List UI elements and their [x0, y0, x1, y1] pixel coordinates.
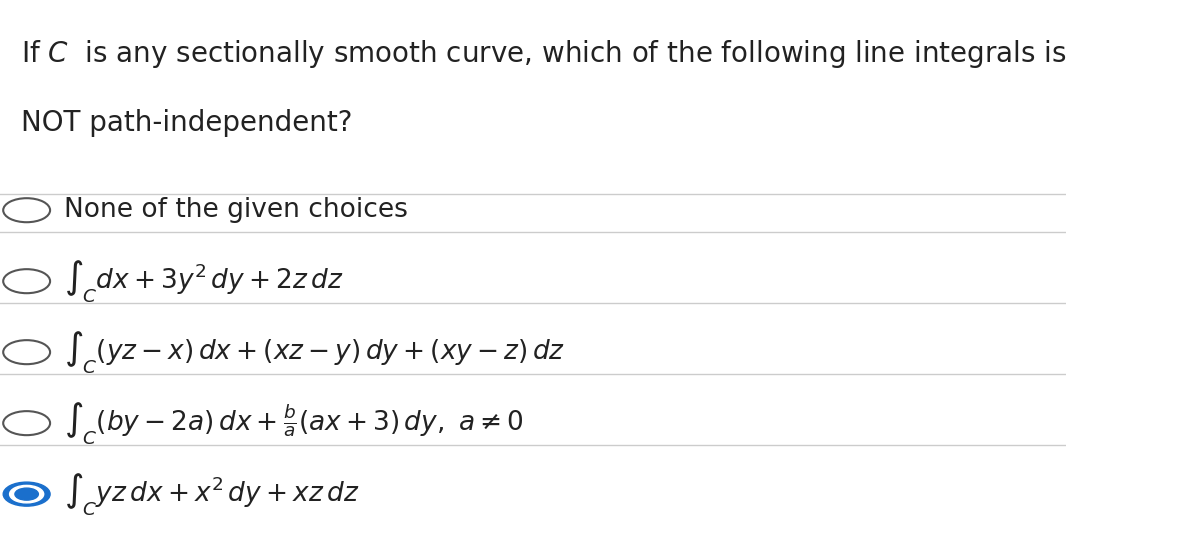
Text: $\int_C yz\,dx + x^2\,dy + xz\,dz$: $\int_C yz\,dx + x^2\,dy + xz\,dz$	[64, 471, 359, 517]
Circle shape	[4, 198, 50, 222]
Circle shape	[10, 485, 43, 503]
Text: NOT path-independent?: NOT path-independent?	[22, 109, 353, 137]
Text: If $C$  is any sectionally smooth curve, which of the following line integrals i: If $C$ is any sectionally smooth curve, …	[22, 38, 1067, 70]
Text: $\int_C (by - 2a)\,dx + \frac{b}{a}(ax + 3)\,dy,\ a \neq 0$: $\int_C (by - 2a)\,dx + \frac{b}{a}(ax +…	[64, 400, 524, 446]
Circle shape	[4, 269, 50, 293]
Text: $\int_C (yz - x)\,dx + (xz - y)\,dy + (xy - z)\,dz$: $\int_C (yz - x)\,dx + (xz - y)\,dy + (x…	[64, 329, 565, 375]
Circle shape	[4, 482, 50, 506]
Text: $\int_C dx + 3y^2\,dy + 2z\,dz$: $\int_C dx + 3y^2\,dy + 2z\,dz$	[64, 258, 343, 304]
Circle shape	[4, 340, 50, 364]
Text: None of the given choices: None of the given choices	[64, 197, 408, 223]
Circle shape	[14, 488, 38, 500]
Circle shape	[4, 411, 50, 435]
